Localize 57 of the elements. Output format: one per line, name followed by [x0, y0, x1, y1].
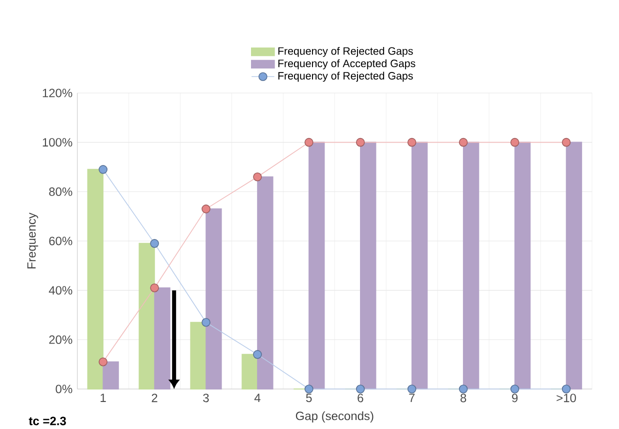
point — [458, 384, 468, 394]
y-tick-label: 20% — [49, 335, 72, 344]
legend-label: Frequency of Accepted Gaps — [278, 59, 416, 70]
point — [562, 384, 571, 394]
bar — [138, 242, 155, 390]
x-axis-title: Gap (seconds) — [296, 411, 374, 423]
y-tick-label: 80% — [49, 187, 72, 196]
point — [98, 357, 108, 366]
x-tick-label: 7 — [409, 394, 415, 402]
point — [510, 138, 520, 147]
x-tick-label: 6 — [358, 394, 364, 402]
point — [407, 138, 416, 147]
point — [304, 138, 314, 147]
point — [202, 204, 210, 214]
legend-label: Frequency of Rejected Gaps — [278, 72, 413, 82]
text: tc =2.3 — [28, 416, 66, 426]
point — [150, 239, 159, 248]
point — [98, 165, 108, 174]
point — [356, 384, 365, 394]
bar — [566, 142, 582, 390]
point — [253, 172, 262, 182]
point — [202, 318, 210, 327]
bar — [102, 361, 119, 390]
bar — [411, 142, 428, 390]
bar — [257, 176, 274, 390]
point — [304, 384, 314, 394]
point — [407, 384, 416, 394]
point — [458, 138, 468, 147]
x-tick-label: 5 — [306, 394, 312, 402]
x-tick-label: 8 — [460, 394, 466, 402]
y-axis-title: Frequency — [27, 212, 38, 268]
x-tick-label: >10 — [556, 394, 576, 402]
y-tick-label: 0% — [56, 384, 72, 394]
bar — [514, 142, 531, 390]
point — [510, 384, 520, 394]
bar — [462, 142, 480, 390]
bar — [308, 142, 325, 390]
x-tick-label: 3 — [203, 394, 209, 402]
y-tick-label: 60% — [49, 236, 72, 246]
point — [562, 138, 571, 147]
y-tick-label: 100% — [42, 138, 72, 147]
y-tick-label: 40% — [48, 286, 72, 295]
legend-label: Frequency of Rejected Gaps — [278, 46, 413, 57]
bar — [87, 168, 104, 390]
point — [150, 283, 159, 292]
bar — [154, 287, 170, 390]
x-tick-label: 9 — [512, 394, 518, 402]
x-tick-label: 1 — [100, 394, 106, 402]
bar — [190, 322, 206, 390]
bar — [206, 208, 222, 390]
bar — [360, 142, 376, 390]
x-tick-label: 4 — [254, 394, 260, 402]
y-tick-label: 120% — [42, 88, 72, 98]
bar — [242, 354, 258, 390]
point — [253, 350, 262, 359]
point — [356, 138, 365, 147]
x-tick-label: 2 — [152, 394, 158, 402]
